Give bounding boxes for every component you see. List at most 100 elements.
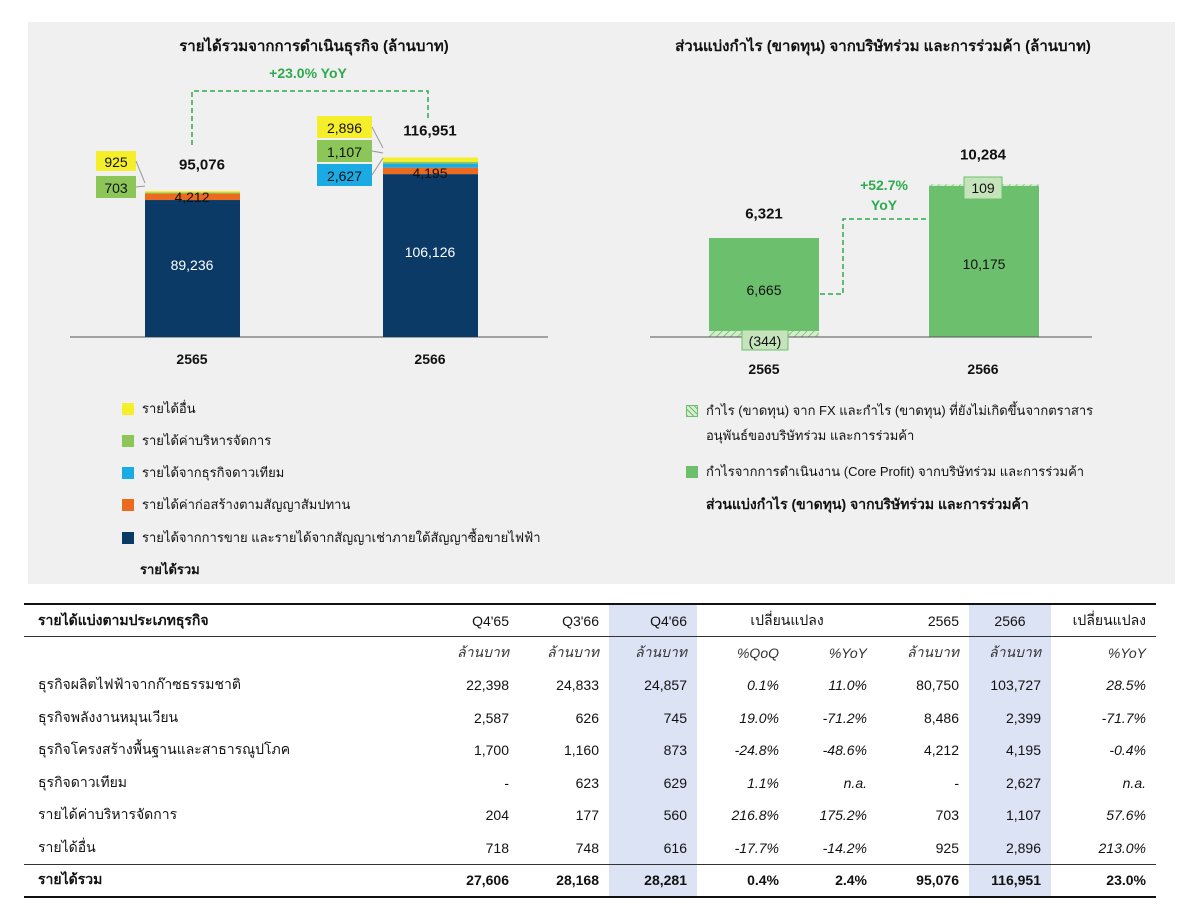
row-label: ธุรกิจดาวเทียม (38, 773, 128, 790)
bar-total-label: 95,076 (179, 157, 225, 174)
table-cell: 28,168 (519, 863, 609, 898)
callout-satellite: 2,627 (327, 168, 362, 184)
table-row: ธุรกิจดาวเทียม -623 629 1.1% n.a. -2,627 n.a. (24, 766, 1156, 799)
legend-swatch (122, 434, 134, 447)
table-cell: -17.7% (734, 839, 779, 856)
table-cell: 626 (575, 709, 599, 726)
bar-segment-other (145, 191, 240, 193)
bar-segment-mgmt (383, 161, 478, 164)
unit-label: ล้านบาท (547, 644, 599, 660)
row-label: รายได้อื่น (38, 838, 96, 855)
callout-satellite-box (317, 164, 372, 186)
bar-total-label: 10,284 (960, 147, 1007, 164)
table-cell: 748 (575, 839, 599, 856)
unit-label: ล้านบาท (457, 644, 509, 660)
bar-value-label: 109 (971, 180, 995, 196)
table-cell: n.a. (1122, 774, 1146, 791)
unit-label: ล้านบาท (609, 636, 697, 669)
unit-label: %YoY (1107, 645, 1146, 661)
table-cell: - (504, 774, 509, 791)
callout-other-box (96, 151, 136, 171)
bar-segment-other (383, 157, 478, 162)
unit-label: %YoY (828, 645, 867, 661)
bar-value-label: 106,126 (405, 244, 456, 260)
table-cell: 1,700 (473, 742, 509, 759)
callout-leader (371, 157, 384, 176)
table-cell: 175.2% (819, 807, 867, 824)
column-header: เปลี่ยนแปลง (697, 603, 877, 637)
bar-segment-construction (145, 193, 240, 201)
revenue-chart-title: รายได้รวมจากการดำเนินธุรกิจ (ล้านบาท) (179, 36, 449, 56)
row-label: ธุรกิจโครงสร้างพื้นฐานและสาธารณูปโภค (38, 741, 291, 758)
profit-share-chart: ส่วนแบ่งกำไร (ขาดทุน) จากบริษัทร่วม และก… (650, 36, 1092, 377)
bar-segment-satellite (383, 163, 478, 168)
table-cell: 703 (935, 807, 959, 824)
table-cell: 28.5% (1106, 677, 1146, 694)
legend-item-core: กำไรจากการดำเนินงาน (Core Profit) จากบริ… (686, 461, 1084, 482)
callout-other: 2,896 (327, 120, 362, 136)
fx-label-box (963, 176, 1003, 200)
unit-label: ล้านบาท (907, 644, 959, 660)
bar-segment-sales (145, 200, 240, 337)
revenue-category-label: 2565 (176, 351, 207, 367)
bar-segment-core (929, 185, 1039, 337)
callout-leader (371, 150, 384, 154)
revenue-by-business-table: รายได้แบ่งตามประเภทธุรกิจ Q4'65 Q3'66 Q4… (24, 603, 1156, 898)
table-cell: 629 (609, 766, 697, 799)
table-cell: 103,727 (969, 669, 1051, 702)
fx-label-box (741, 329, 789, 351)
table-cell: 616 (609, 831, 697, 864)
legend-swatch (122, 498, 134, 511)
table-cell: 560 (609, 799, 697, 832)
bar-total-label: 116,951 (403, 123, 456, 140)
table-cell: -48.6% (822, 742, 867, 759)
table-cell: -71.2% (822, 709, 867, 726)
table-cell: 204 (485, 807, 509, 824)
table-cell: 24,857 (609, 669, 697, 702)
revenue-yoy-annotation: +23.0% YoY (269, 65, 347, 81)
revenue-category-label: 2566 (414, 351, 445, 367)
table-cell: 8,486 (923, 709, 959, 726)
bar-value-label: 4,195 (412, 165, 447, 181)
callout-leader (371, 126, 384, 149)
bar-total-label: 6,321 (745, 206, 783, 223)
legend-swatch (122, 402, 134, 415)
legend-total-label: รายได้รวม (140, 562, 200, 577)
profit-yoy-connector (820, 218, 930, 295)
bar-segment-core (709, 238, 819, 337)
legend-label: รายได้ค่าบริหารจัดการ (142, 433, 272, 448)
callout-other-box (317, 116, 372, 138)
table-cell: 2,627 (969, 766, 1051, 799)
table-cell: -24.8% (734, 742, 779, 759)
legend-label: รายได้จากการขาย และรายได้จากสัญญาเช่าภาย… (142, 530, 541, 545)
table-cell: -0.4% (1109, 742, 1146, 759)
unit-label: %QoQ (736, 645, 779, 661)
bar-value-label: 89,236 (171, 257, 214, 273)
table-cell: 2,587 (473, 709, 509, 726)
profit-chart-title: ส่วนแบ่งกำไร (ขาดทุน) จากบริษัทร่วม และก… (675, 36, 1091, 56)
column-header: Q4'66 (609, 603, 697, 637)
callout-mgmt: 703 (104, 180, 128, 196)
table-cell: n.a. (843, 774, 867, 791)
table-cell: 19.0% (739, 709, 779, 726)
profit-yoy-annotation-pct: +52.7% (860, 177, 908, 193)
legend-label: กำไร (ขาดทุน) จาก FX และกำไร (ขาดทุน) ที… (706, 403, 1094, 443)
bar-value-label: 10,175 (963, 256, 1006, 272)
legend-item-sales: รายได้จากการขาย และรายได้จากสัญญาเช่าภาย… (122, 527, 541, 548)
column-header: 2566 (969, 603, 1051, 637)
table-cell: 22,398 (466, 677, 509, 694)
table-total-row: รายได้รวม 27,606 28,168 28,281 0.4% 2.4%… (24, 863, 1156, 898)
callout-other: 925 (104, 154, 128, 170)
table-cell: -71.7% (1101, 709, 1146, 726)
legend-label: รายได้ค่าก่อสร้างตามสัญญาสัมปทาน (142, 497, 351, 512)
callout-mgmt-box (96, 176, 136, 198)
table-row: ธุรกิจโครงสร้างพื้นฐานและสาธารณูปโภค 1,70… (24, 734, 1156, 767)
table-cell: 11.0% (828, 677, 867, 694)
table-cell: 4,195 (969, 734, 1051, 767)
legend-swatch (122, 466, 134, 479)
column-header: 2565 (877, 603, 969, 637)
table-cell: 0.4% (697, 863, 789, 898)
table-cell: 216.8% (731, 807, 779, 824)
table-cell: 925 (935, 839, 959, 856)
table-cell: 2,896 (969, 831, 1051, 864)
